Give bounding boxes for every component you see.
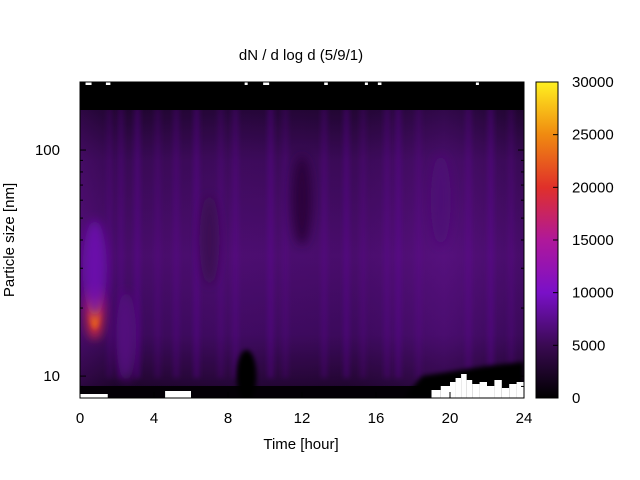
heatmap-missing-cell [324, 82, 328, 85]
heatmap-streak [282, 107, 289, 378]
heatmap-missing-cell [377, 82, 382, 85]
heatmap-streak [395, 107, 402, 378]
heatmap-missing-cell [501, 388, 510, 398]
heatmap-streak [173, 107, 180, 378]
heatmap-missing-cell [263, 82, 270, 85]
heatmap-missing-cell [440, 386, 450, 398]
heatmap-missing-cell [472, 384, 480, 398]
colorbar-tick-label: 10000 [572, 285, 614, 302]
heatmap-feature [199, 195, 220, 285]
heatmap-missing-cell [487, 386, 495, 398]
heatmap-dark-hole [236, 350, 257, 398]
heatmap-missing-cell [509, 384, 517, 398]
heatmap-streak [232, 107, 239, 378]
colorbar: 0 5000 10000 15000 20000 25000 30000 [535, 74, 614, 407]
x-tick-label: 4 [150, 410, 158, 427]
heatmap-streak [193, 107, 200, 378]
heatmap-streak [465, 107, 472, 378]
heatmap-missing-cell [516, 382, 524, 398]
heatmap-streak [154, 107, 161, 378]
heatmap-missing-cell [364, 82, 368, 85]
heatmap-missing-cell [494, 380, 502, 398]
heatmap-streak [321, 107, 328, 378]
colorbar-tick-label: 30000 [572, 74, 614, 91]
x-tick-label: 8 [224, 410, 232, 427]
heatmap-streak [117, 107, 124, 378]
heatmap-streak [508, 107, 515, 378]
heatmap-missing-cell [244, 82, 248, 85]
x-tick-label: 20 [442, 410, 459, 427]
heatmap-missing-cell [165, 391, 191, 398]
heatmap-feature [82, 220, 107, 317]
heatmap-missing-cell [450, 382, 456, 398]
heatmap-vertical-streaks [106, 107, 515, 378]
colorbar-tick-label: 25000 [572, 127, 614, 144]
x-axis-label: Time [hour] [263, 436, 338, 453]
heatmap-feature [430, 155, 451, 246]
heatmap-plot-area [80, 82, 524, 398]
y-tick-label: 100 [35, 142, 60, 159]
heatmap-missing-cell [475, 82, 479, 85]
heatmap-streak [360, 107, 367, 378]
heatmap-streak [384, 107, 391, 378]
x-axis: 0 4 8 12 16 20 24 [76, 82, 533, 427]
heatmap-missing-cell [466, 380, 473, 398]
heatmap-streak [415, 107, 422, 378]
heatmap-feature [292, 155, 312, 246]
heatmap-missing-cell [85, 82, 92, 85]
heatmap-missing-cell [455, 378, 462, 398]
heatmap-missing-cell [431, 390, 441, 398]
heatmap-missing-cell [479, 382, 487, 398]
x-tick-label: 12 [294, 410, 311, 427]
heatmap-missing-cell [80, 394, 108, 398]
heatmap-features [82, 155, 451, 382]
heatmap-feature [116, 291, 137, 382]
heatmap-streak [487, 107, 494, 378]
colorbar-tick-label: 0 [572, 390, 580, 407]
heatmap-streak [106, 107, 113, 378]
heatmap-missing-cell [461, 374, 467, 398]
colorbar-tick-label: 20000 [572, 179, 614, 196]
y-axis-label: Particle size [nm] [1, 183, 18, 297]
chart-title: dN / d log d (5/9/1) [239, 47, 363, 64]
x-tick-label: 16 [368, 410, 385, 427]
y-tick-label: 10 [43, 368, 60, 385]
x-tick-label: 0 [76, 410, 84, 427]
heatmap-streak [343, 107, 350, 378]
colorbar-tick-label: 5000 [572, 337, 605, 354]
heatmap-streak [134, 107, 141, 378]
colorbar-ticks: 0 5000 10000 15000 20000 25000 30000 [553, 74, 614, 407]
heatmap-streak [217, 107, 224, 378]
colorbar-fill [536, 82, 558, 398]
heatmap-missing-cell [105, 82, 111, 85]
y-axis: 10 100 [35, 81, 524, 399]
x-tick-label: 24 [516, 410, 533, 427]
heatmap-streak [267, 107, 274, 378]
colorbar-tick-label: 15000 [572, 232, 614, 249]
